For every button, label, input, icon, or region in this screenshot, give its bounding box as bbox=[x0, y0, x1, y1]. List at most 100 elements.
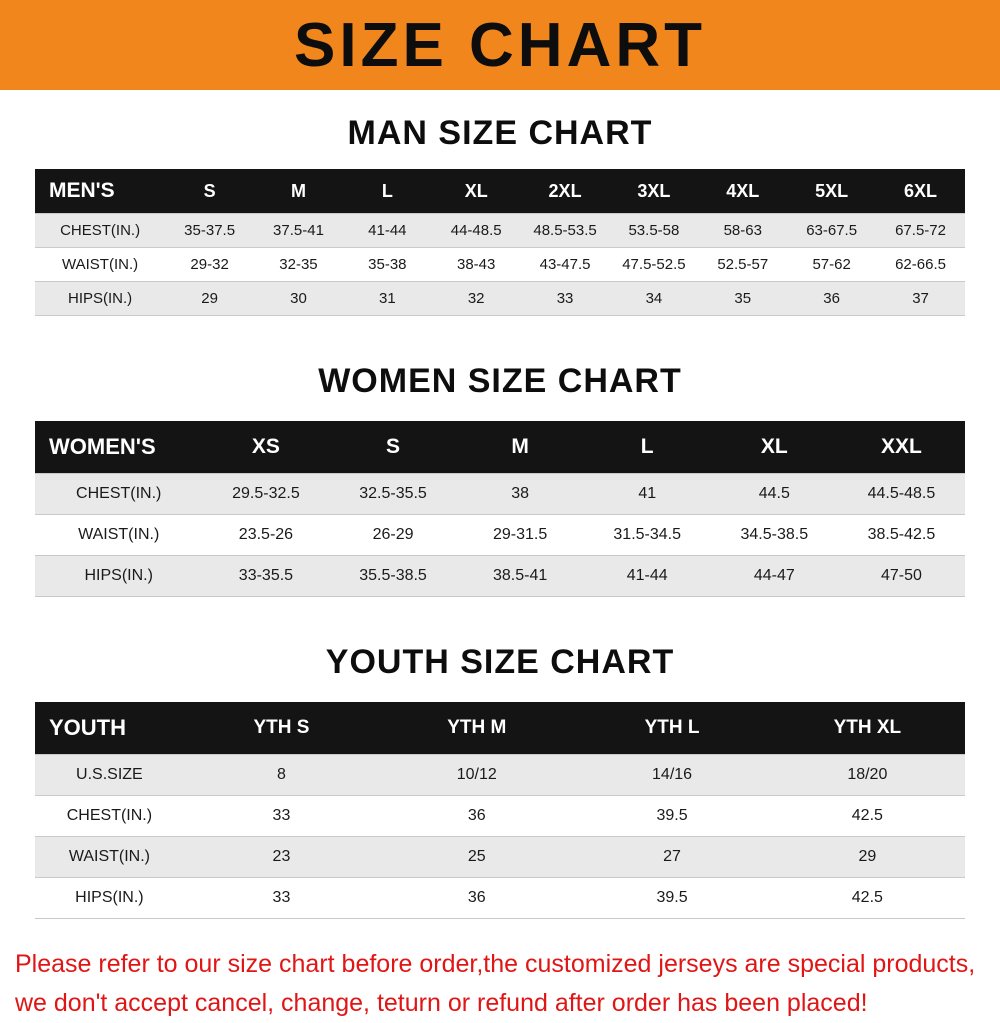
measurement-value-cell: 36 bbox=[379, 877, 575, 919]
measurement-value-cell: 27 bbox=[574, 836, 770, 878]
measurement-label-cell: WAIST(IN.) bbox=[35, 247, 166, 282]
measurement-value-cell: 41 bbox=[583, 473, 711, 515]
measurement-value-cell: 57-62 bbox=[787, 247, 877, 282]
table-row: HIPS(IN.) 33-35.5 35.5-38.5 38.5-41 41-44 44-… bbox=[35, 555, 965, 597]
measurement-value-cell: 62-66.5 bbox=[876, 247, 965, 282]
measurement-value-cell: 36 bbox=[379, 795, 575, 837]
size-header-cell: XXL bbox=[837, 421, 965, 474]
measurement-value-cell: 34.5-38.5 bbox=[710, 514, 838, 556]
measurement-value-cell: 8 bbox=[183, 754, 380, 796]
order-note: Please refer to our size chart before or… bbox=[15, 945, 985, 1023]
size-chart-banner: SIZE CHART bbox=[0, 0, 1000, 90]
measurement-value-cell: 37 bbox=[876, 281, 965, 316]
size-header-cell: 5XL bbox=[787, 169, 877, 214]
order-note-line-2: we don't accept cancel, change, teturn o… bbox=[15, 988, 868, 1017]
size-header-cell: YTH S bbox=[183, 702, 380, 755]
size-header-cell: S bbox=[329, 421, 457, 474]
table-row: WAIST(IN.) 23 25 27 29 bbox=[35, 836, 965, 878]
measurement-value-cell: 31 bbox=[342, 281, 432, 316]
measurement-value-cell: 33 bbox=[520, 281, 610, 316]
size-header-cell: L bbox=[583, 421, 711, 474]
table-row: CHEST(IN.) 33 36 39.5 42.5 bbox=[35, 795, 965, 837]
page-title: SIZE CHART bbox=[294, 10, 706, 80]
size-header-cell: YTH XL bbox=[769, 702, 965, 755]
measurement-value-cell: 18/20 bbox=[769, 754, 965, 796]
measurement-value-cell: 44-47 bbox=[710, 555, 838, 597]
measurement-value-cell: 36 bbox=[787, 281, 877, 316]
measurement-value-cell: 33-35.5 bbox=[202, 555, 330, 597]
order-note-line-1: Please refer to our size chart before or… bbox=[15, 950, 976, 978]
measurement-label-cell: CHEST(IN.) bbox=[35, 795, 184, 837]
size-header-cell: YTH L bbox=[574, 702, 770, 755]
men-size-table: MEN'S S M L XL 2XL 3XL 4XL 5XL 6XL CHEST(IN.) 35-37… bbox=[35, 169, 965, 316]
measurement-label-cell: WAIST(IN.) bbox=[35, 836, 184, 878]
measurement-value-cell: 29.5-32.5 bbox=[202, 473, 330, 515]
measurement-value-cell: 33 bbox=[183, 877, 380, 919]
measurement-value-cell: 35-38 bbox=[342, 247, 432, 282]
measurement-value-cell: 34 bbox=[609, 281, 699, 316]
measurement-value-cell: 53.5-58 bbox=[609, 213, 699, 248]
measurement-label-cell: U.S.SIZE bbox=[35, 754, 184, 796]
measurement-value-cell: 29 bbox=[165, 281, 255, 316]
measurement-label-cell: WAIST(IN.) bbox=[35, 514, 203, 556]
table-title-cell: WOMEN'S bbox=[35, 421, 203, 474]
size-header-cell: 6XL bbox=[876, 169, 965, 214]
measurement-value-cell: 38.5-41 bbox=[456, 555, 584, 597]
measurement-value-cell: 31.5-34.5 bbox=[583, 514, 711, 556]
measurement-value-cell: 43-47.5 bbox=[520, 247, 610, 282]
measurement-value-cell: 32.5-35.5 bbox=[329, 473, 457, 515]
size-header-cell: XL bbox=[710, 421, 838, 474]
measurement-label-cell: HIPS(IN.) bbox=[35, 555, 203, 597]
measurement-value-cell: 38.5-42.5 bbox=[837, 514, 965, 556]
measurement-value-cell: 44-48.5 bbox=[431, 213, 521, 248]
measurement-label-cell: CHEST(IN.) bbox=[35, 213, 166, 248]
measurement-value-cell: 23.5-26 bbox=[202, 514, 330, 556]
size-header-cell: M bbox=[254, 169, 343, 214]
size-header-cell: 3XL bbox=[609, 169, 699, 214]
measurement-value-cell: 35.5-38.5 bbox=[329, 555, 457, 597]
size-header-cell: 4XL bbox=[698, 169, 788, 214]
measurement-label-cell: HIPS(IN.) bbox=[35, 877, 184, 919]
table-header-row: MEN'S S M L XL 2XL 3XL 4XL 5XL 6XL bbox=[35, 169, 965, 214]
table-row: U.S.SIZE 8 10/12 14/16 18/20 bbox=[35, 754, 965, 796]
size-header-cell: XL bbox=[431, 169, 521, 214]
size-header-cell: S bbox=[165, 169, 255, 214]
measurement-value-cell: 29-31.5 bbox=[456, 514, 584, 556]
measurement-label-cell: CHEST(IN.) bbox=[35, 473, 203, 515]
youth-size-table: YOUTH YTH S YTH M YTH L YTH XL U.S.SIZE 8 10/12… bbox=[35, 702, 965, 919]
measurement-value-cell: 63-67.5 bbox=[787, 213, 877, 248]
measurement-value-cell: 41-44 bbox=[583, 555, 711, 597]
measurement-value-cell: 47.5-52.5 bbox=[609, 247, 699, 282]
measurement-value-cell: 37.5-41 bbox=[254, 213, 343, 248]
table-title-cell: YOUTH bbox=[35, 702, 184, 755]
measurement-value-cell: 25 bbox=[379, 836, 575, 878]
size-header-cell: M bbox=[456, 421, 584, 474]
table-header-row: YOUTH YTH S YTH M YTH L YTH XL bbox=[35, 702, 965, 755]
measurement-value-cell: 52.5-57 bbox=[698, 247, 788, 282]
measurement-value-cell: 38-43 bbox=[431, 247, 521, 282]
measurement-label-cell: HIPS(IN.) bbox=[35, 281, 166, 316]
measurement-value-cell: 44.5 bbox=[710, 473, 838, 515]
measurement-value-cell: 38 bbox=[456, 473, 584, 515]
measurement-value-cell: 10/12 bbox=[379, 754, 575, 796]
measurement-value-cell: 41-44 bbox=[342, 213, 432, 248]
measurement-value-cell: 35-37.5 bbox=[165, 213, 255, 248]
table-header-row: WOMEN'S XS S M L XL XXL bbox=[35, 421, 965, 474]
table-row: CHEST(IN.) 29.5-32.5 32.5-35.5 38 41 44.5 44.5… bbox=[35, 473, 965, 515]
measurement-value-cell: 39.5 bbox=[574, 795, 770, 837]
table-row: WAIST(IN.) 23.5-26 26-29 29-31.5 31.5-34.5 34… bbox=[35, 514, 965, 556]
measurement-value-cell: 29-32 bbox=[165, 247, 255, 282]
measurement-value-cell: 14/16 bbox=[574, 754, 770, 796]
measurement-value-cell: 39.5 bbox=[574, 877, 770, 919]
measurement-value-cell: 32-35 bbox=[254, 247, 343, 282]
measurement-value-cell: 33 bbox=[183, 795, 380, 837]
measurement-value-cell: 23 bbox=[183, 836, 380, 878]
youth-section-heading: YOUTH SIZE CHART bbox=[325, 643, 675, 681]
women-size-table: WOMEN'S XS S M L XL XXL CHEST(IN.) 29.5-32.5 32.5… bbox=[35, 421, 965, 597]
measurement-value-cell: 26-29 bbox=[329, 514, 457, 556]
measurement-value-cell: 42.5 bbox=[769, 877, 965, 919]
table-row: HIPS(IN.) 33 36 39.5 42.5 bbox=[35, 877, 965, 919]
measurement-value-cell: 58-63 bbox=[698, 213, 788, 248]
measurement-value-cell: 48.5-53.5 bbox=[520, 213, 610, 248]
measurement-value-cell: 47-50 bbox=[837, 555, 965, 597]
